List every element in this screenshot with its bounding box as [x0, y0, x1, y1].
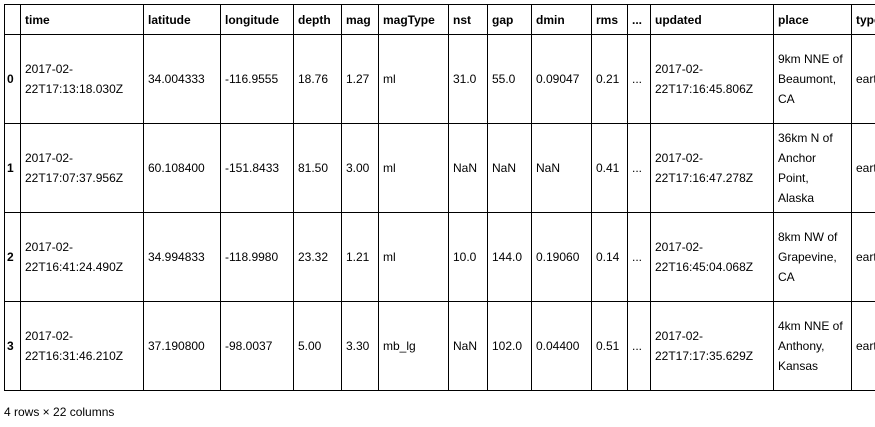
- table-cell: 2017-02-22T16:41:24.490Z: [20, 212, 144, 302]
- table-cell: 102.0: [487, 301, 532, 391]
- table-cell: 0.14: [591, 212, 628, 302]
- table-cell: ...: [627, 212, 651, 302]
- table-cell: 23.32: [293, 212, 342, 302]
- table-cell: 0.19060: [531, 212, 592, 302]
- table-cell: 5.00: [293, 301, 342, 391]
- table-cell: 2017-02-22T17:16:45.806Z: [650, 34, 774, 124]
- table-cell: 0.21: [591, 34, 628, 124]
- table-cell: earthquake: [851, 123, 875, 213]
- column-header: mag: [341, 4, 379, 35]
- column-header: longitude: [220, 4, 294, 35]
- table-cell: -151.8433: [220, 123, 294, 213]
- column-header: gap: [487, 4, 532, 35]
- table-cell: -118.9980: [220, 212, 294, 302]
- table-cell: 2017-02-22T17:16:47.278Z: [650, 123, 774, 213]
- column-header: time: [20, 4, 144, 35]
- row-index: 1: [4, 123, 21, 213]
- table-cell: earthquake: [851, 212, 875, 302]
- header-row: time latitude longitude depth mag magType nst g…: [4, 4, 875, 35]
- table-cell: ...: [627, 123, 651, 213]
- row-index: 3: [4, 301, 21, 391]
- table-cell: 36km N of Anchor Point, Alaska: [773, 123, 852, 213]
- table-cell: 0.51: [591, 301, 628, 391]
- table-cell: 0.09047: [531, 34, 592, 124]
- column-header: dmin: [531, 4, 592, 35]
- row-index: 0: [4, 34, 21, 124]
- table-cell: 1.27: [341, 34, 379, 124]
- table-cell: NaN: [448, 123, 488, 213]
- table-cell: 55.0: [487, 34, 532, 124]
- table-cell: 34.994833: [143, 212, 221, 302]
- table-cell: ...: [627, 34, 651, 124]
- table-cell: NaN: [448, 301, 488, 391]
- row-index: 2: [4, 212, 21, 302]
- table-cell: 34.004333: [143, 34, 221, 124]
- table-cell: 0.04400: [531, 301, 592, 391]
- table-cell: ml: [378, 212, 449, 302]
- table-row: 0 2017-02-22T17:13:18.030Z 34.004333 -116.9…: [4, 34, 875, 124]
- table-cell: 3.30: [341, 301, 379, 391]
- column-header: type: [851, 4, 875, 35]
- table-cell: NaN: [487, 123, 532, 213]
- table-cell: 8km NW of Grapevine, CA: [773, 212, 852, 302]
- table-cell: 4km NNE of Anthony, Kansas: [773, 301, 852, 391]
- table-cell: ml: [378, 34, 449, 124]
- table-cell: 144.0: [487, 212, 532, 302]
- column-header: depth: [293, 4, 342, 35]
- table-cell: 18.76: [293, 34, 342, 124]
- table-cell: 81.50: [293, 123, 342, 213]
- table-cell: 2017-02-22T16:31:46.210Z: [20, 301, 144, 391]
- column-header: nst: [448, 4, 488, 35]
- table-cell: 1.21: [341, 212, 379, 302]
- column-header: updated: [650, 4, 774, 35]
- table-cell: ...: [627, 301, 651, 391]
- table-cell: earthquake: [851, 301, 875, 391]
- index-header: [4, 4, 21, 35]
- table-cell: 3.00: [341, 123, 379, 213]
- column-header: magType: [378, 4, 449, 35]
- table-cell: earthquake: [851, 34, 875, 124]
- table-cell: 10.0: [448, 212, 488, 302]
- table-row: 2 2017-02-22T16:41:24.490Z 34.994833 -118.9…: [4, 212, 875, 302]
- table-cell: -116.9555: [220, 34, 294, 124]
- table-cell: 60.108400: [143, 123, 221, 213]
- table-cell: 2017-02-22T16:45:04.068Z: [650, 212, 774, 302]
- table-body: 0 2017-02-22T17:13:18.030Z 34.004333 -116.9…: [4, 34, 875, 391]
- table-cell: mb_lg: [378, 301, 449, 391]
- table-cell: 2017-02-22T17:07:37.956Z: [20, 123, 144, 213]
- table-cell: 2017-02-22T17:13:18.030Z: [20, 34, 144, 124]
- data-table: time latitude longitude depth mag magType nst g…: [4, 4, 875, 391]
- table-wrap: time latitude longitude depth mag magType nst g…: [4, 4, 875, 391]
- column-header: place: [773, 4, 852, 35]
- table-cell: ml: [378, 123, 449, 213]
- column-header: latitude: [143, 4, 221, 35]
- table-cell: 0.41: [591, 123, 628, 213]
- footer: 4 rows × 22 columns: [4, 405, 115, 419]
- table-cell: 37.190800: [143, 301, 221, 391]
- table-cell: 9km NNE of Beaumont, CA: [773, 34, 852, 124]
- table-row: 1 2017-02-22T17:07:37.956Z 60.108400 -151.8…: [4, 123, 875, 213]
- table-cell: NaN: [531, 123, 592, 213]
- table-row: 3 2017-02-22T16:31:46.210Z 37.190800 -98.00…: [4, 301, 875, 391]
- column-header: rms: [591, 4, 628, 35]
- column-header: ...: [627, 4, 651, 35]
- table-cell: -98.0037: [220, 301, 294, 391]
- table-cell: 31.0: [448, 34, 488, 124]
- table-cell: 2017-02-22T17:17:35.629Z: [650, 301, 774, 391]
